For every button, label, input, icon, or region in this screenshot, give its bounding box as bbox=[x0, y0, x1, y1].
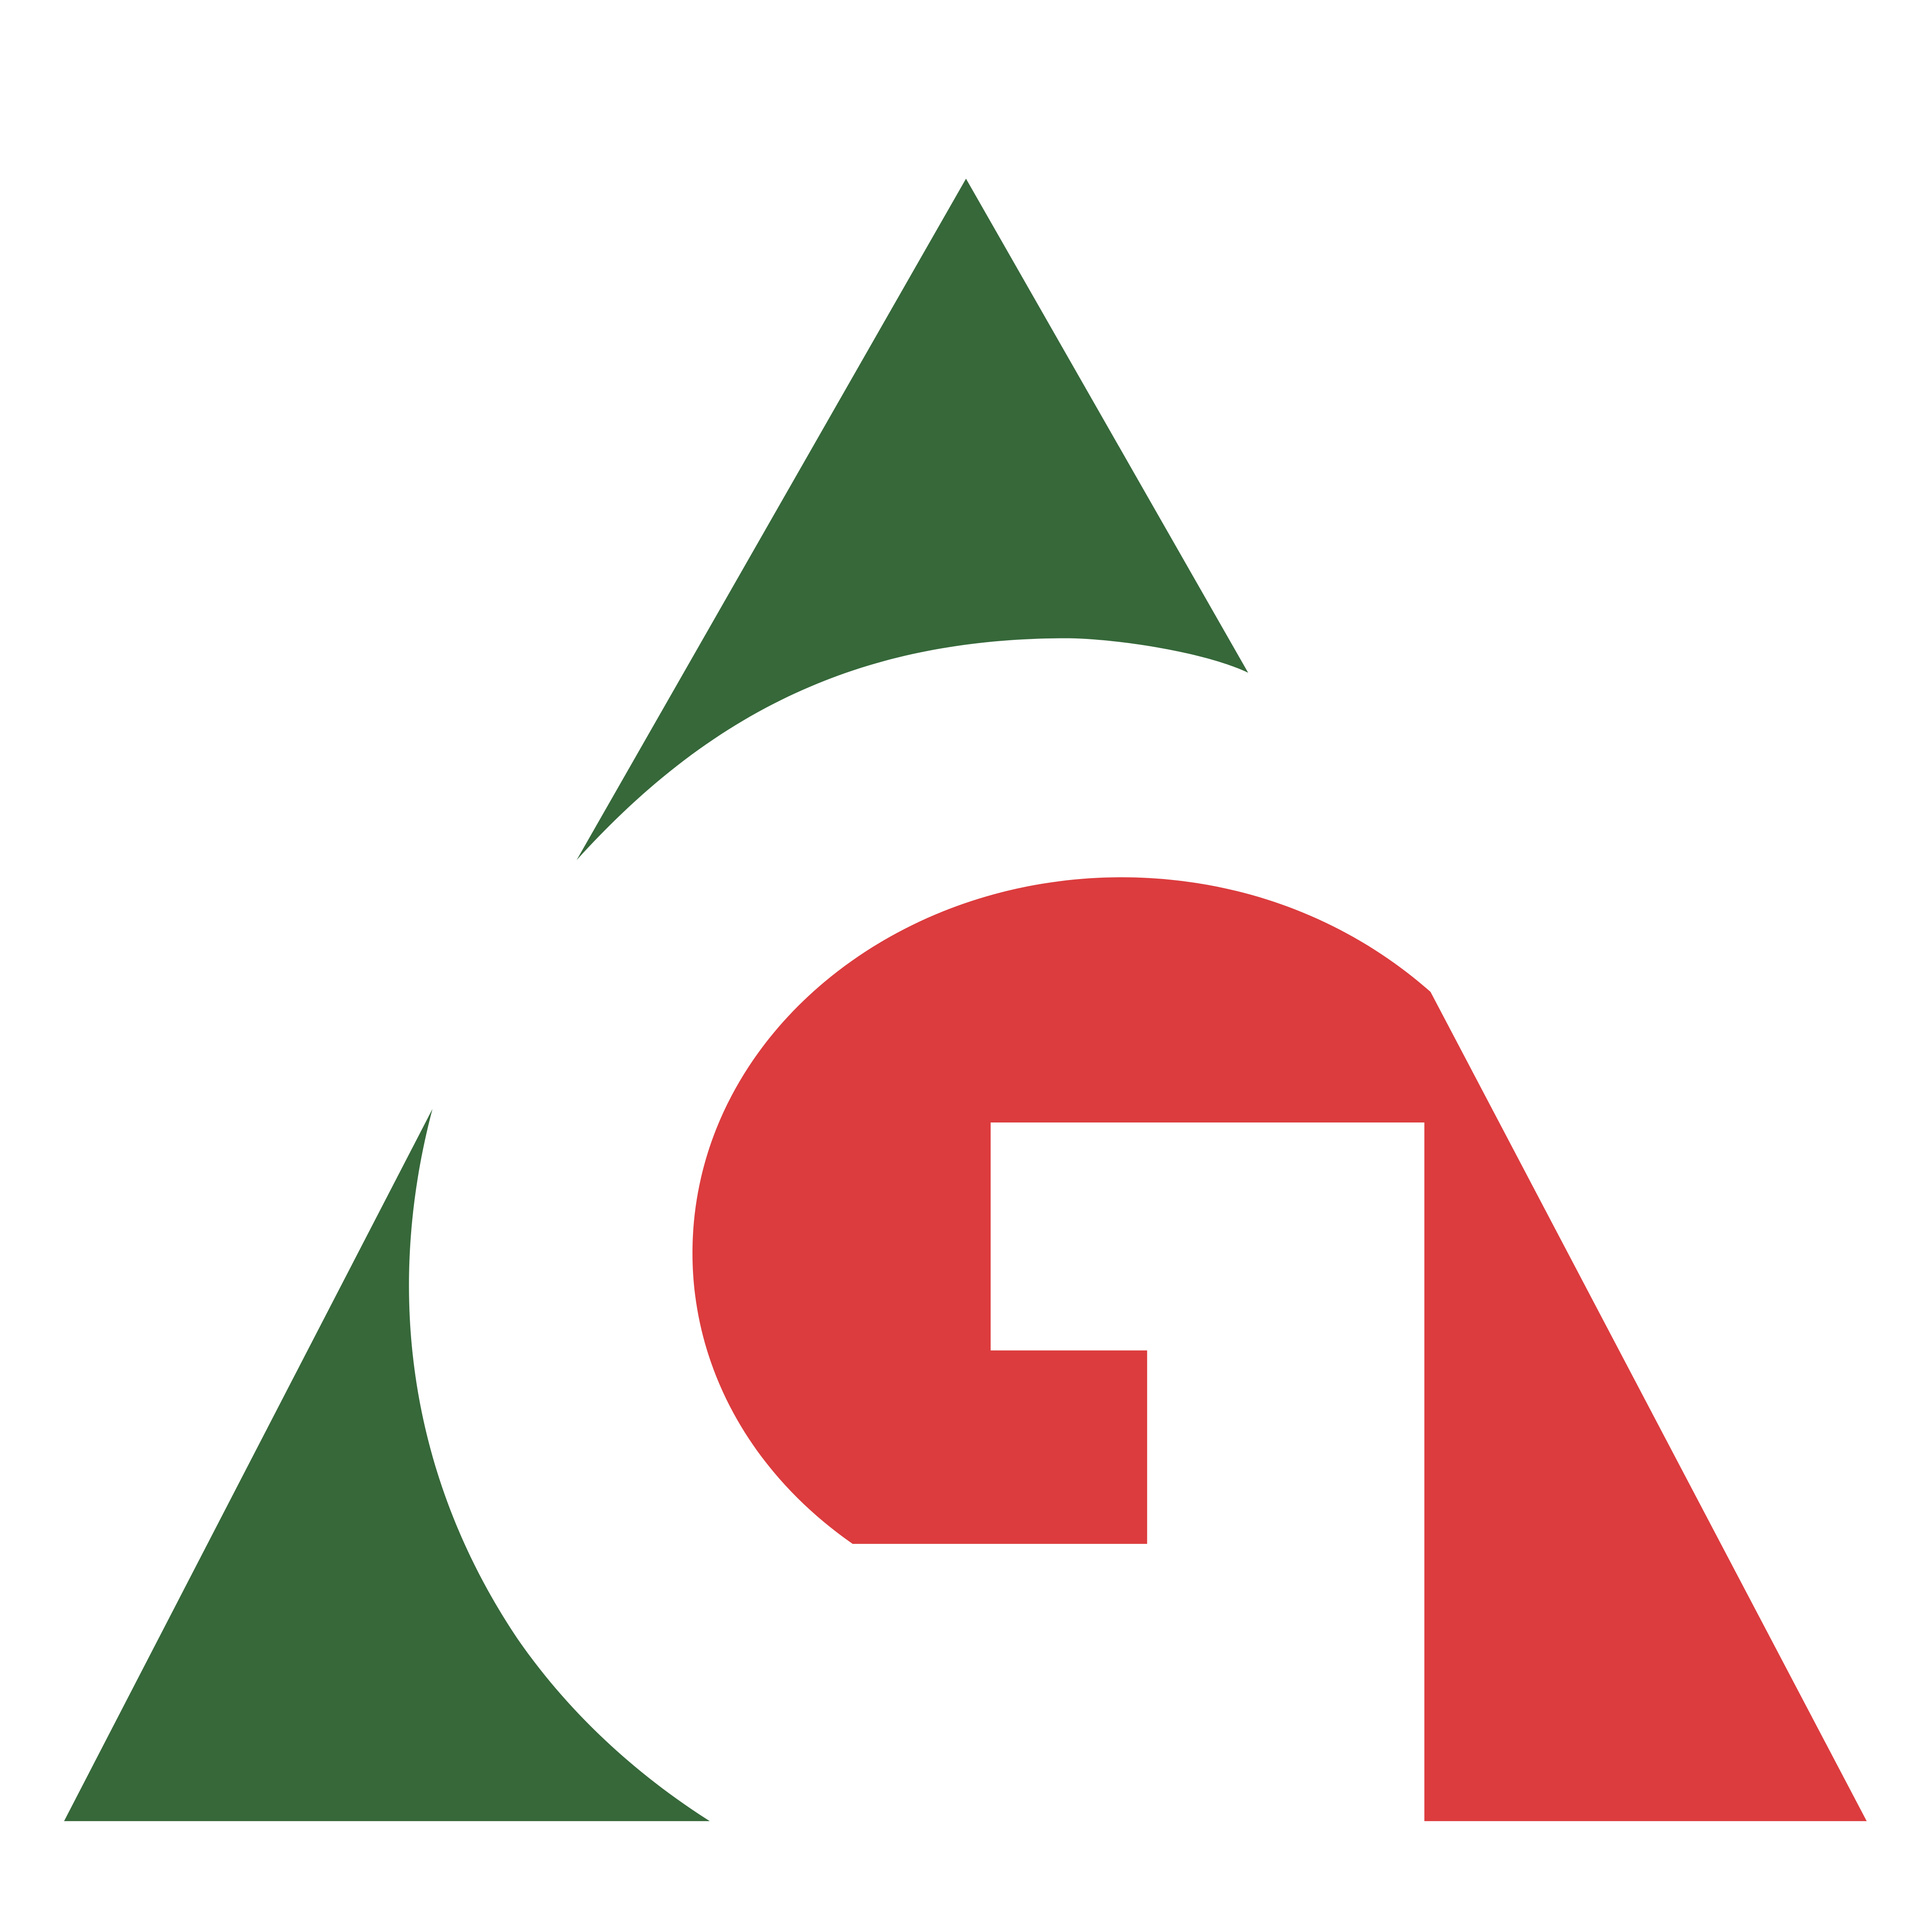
top-green-shape-curve bbox=[577, 179, 1248, 860]
bottom-left-green-shape bbox=[64, 1109, 710, 1821]
red-g-shape bbox=[692, 877, 1867, 1821]
